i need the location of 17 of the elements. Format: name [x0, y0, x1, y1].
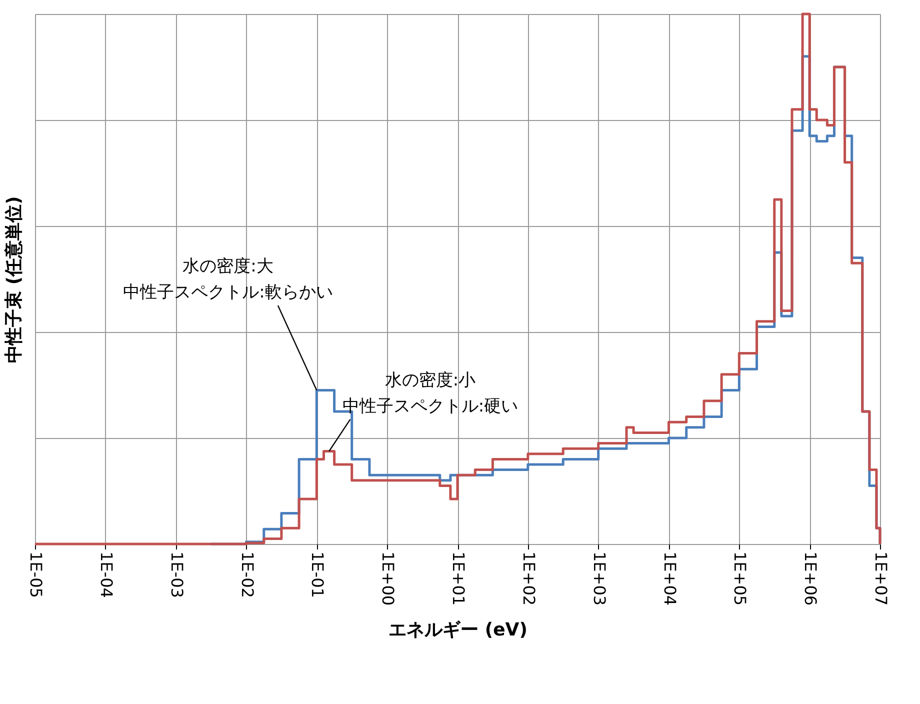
x-tick-label: 1E-05 — [26, 552, 46, 598]
x-tick-label: 1E+01 — [449, 552, 468, 606]
x-tick-label: 1E+04 — [660, 552, 680, 606]
x-tick-label: 1E+00 — [378, 552, 398, 606]
x-tick-label: 1E-04 — [96, 552, 116, 598]
x-tick-label: 1E+07 — [872, 552, 890, 606]
y-axis-title: 中性子束 (任意単位) — [4, 196, 24, 363]
annotation: 水の密度:大中性子スペクトル:軟らかい — [123, 256, 333, 302]
x-tick-label: 1E+02 — [519, 552, 538, 606]
annotation: 水の密度:小中性子スペクトル:硬い — [342, 370, 518, 416]
x-tick-label: 1E-01 — [308, 552, 328, 598]
x-tick-label: 1E+06 — [801, 552, 820, 606]
x-tick-label: 1E-02 — [238, 552, 257, 598]
x-tick-label: 1E+03 — [590, 552, 609, 606]
x-axis-title: エネルギー (eV) — [388, 620, 528, 641]
x-tick-label: 1E+05 — [730, 552, 750, 606]
x-tick-label: 1E-03 — [167, 552, 186, 598]
